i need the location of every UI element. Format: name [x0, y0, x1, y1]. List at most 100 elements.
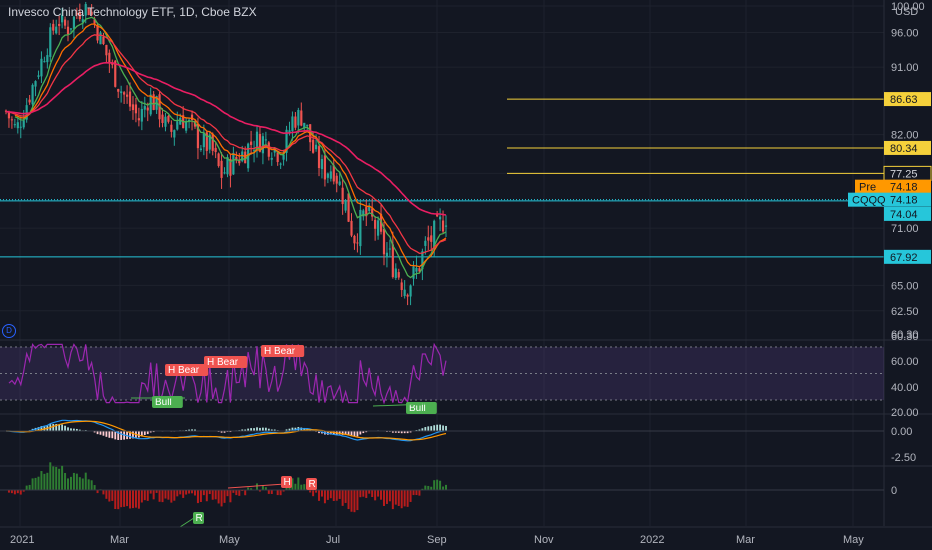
- candle-body: [16, 122, 19, 129]
- momentum-bar: [43, 473, 46, 490]
- momentum-bar: [84, 472, 87, 490]
- candle-body: [28, 99, 31, 103]
- macd-histogram-bar: [256, 427, 258, 431]
- momentum-bar: [146, 490, 149, 501]
- rsi-divergence-tag: [165, 364, 209, 376]
- momentum-bar: [315, 490, 318, 493]
- macd-histogram-bar: [341, 431, 344, 435]
- macd-histogram-bar: [406, 431, 409, 434]
- momentum-bar: [64, 472, 67, 490]
- macd-histogram-bar: [229, 431, 232, 433]
- momentum-divergence-tag: [281, 476, 292, 488]
- indicator-d-icon[interactable]: D: [2, 324, 16, 338]
- candle-body: [323, 155, 327, 180]
- candle-body: [220, 160, 223, 178]
- price-tag-name-bg: [855, 179, 884, 194]
- macd-histogram-bar: [273, 429, 276, 431]
- candle-body: [43, 61, 46, 63]
- candle-body: [134, 104, 138, 114]
- momentum-bar: [374, 490, 377, 501]
- candle-body: [84, 4, 87, 16]
- macd-histogram-bar: [362, 431, 365, 434]
- macd-histogram-bar: [55, 424, 58, 431]
- macd-histogram-bar: [394, 431, 397, 433]
- macd-histogram-bar: [96, 431, 99, 435]
- macd-histogram-bar: [303, 427, 306, 431]
- macd-histogram-bar: [433, 425, 436, 431]
- rsi-divergence-line: [372, 403, 429, 407]
- momentum-bar: [134, 490, 137, 508]
- candle-body: [409, 285, 412, 297]
- candle-body: [303, 122, 306, 129]
- macd-histogram-bar: [188, 429, 190, 431]
- price-axis-bg: [884, 0, 932, 550]
- macd-histogram-bar: [223, 431, 226, 433]
- candle-body: [61, 14, 64, 23]
- macd-histogram-bar: [64, 425, 66, 431]
- candle-body: [326, 173, 329, 178]
- price-tick-label: 96.00: [891, 27, 919, 39]
- momentum-bar: [377, 490, 380, 497]
- macd-signal-line: [6, 420, 447, 441]
- candle-body: [273, 148, 276, 153]
- candle-body: [353, 235, 356, 244]
- momentum-bar: [102, 490, 105, 495]
- time-tick-label: 2021: [10, 534, 34, 546]
- momentum-bar: [173, 490, 176, 501]
- candle-body: [441, 220, 445, 232]
- macd-histogram-bar: [347, 431, 350, 436]
- momentum-bar: [382, 490, 385, 506]
- momentum-bar: [87, 479, 90, 490]
- macd-histogram-bar: [99, 431, 102, 435]
- macd-histogram-bar: [241, 429, 244, 431]
- momentum-divergence-line: [227, 483, 286, 489]
- candle-body: [415, 267, 418, 272]
- candle-body: [205, 132, 208, 151]
- momentum-bar: [424, 485, 427, 490]
- candle-body: [96, 24, 99, 41]
- candle-body: [430, 235, 433, 242]
- momentum-bar: [264, 487, 267, 490]
- momentum-bar: [217, 490, 220, 504]
- momentum-bar: [105, 490, 108, 499]
- candle-body: [170, 124, 173, 132]
- momentum-bar: [442, 486, 445, 490]
- candle-body: [379, 213, 383, 232]
- macd-histogram-bar: [152, 431, 155, 433]
- momentum-bar: [247, 487, 250, 490]
- momentum-bar: [149, 490, 152, 494]
- candle-body: [332, 165, 335, 182]
- candle-body: [279, 163, 282, 165]
- macd-histogram-bar: [403, 431, 406, 434]
- momentum-bar: [439, 480, 442, 490]
- rsi-divergence-tag: [152, 396, 183, 408]
- candle-body: [267, 142, 270, 157]
- momentum-bar: [409, 490, 412, 502]
- macd-histogram-bar: [120, 431, 123, 440]
- candle-body: [424, 240, 427, 246]
- momentum-bar: [380, 490, 383, 500]
- rsi-divergence-label: Bull: [409, 403, 426, 414]
- momentum-bar: [126, 490, 129, 507]
- candle-body: [25, 105, 28, 120]
- momentum-bar: [385, 490, 388, 504]
- momentum-bar: [241, 490, 244, 492]
- macd-histogram-bar: [418, 429, 421, 431]
- macd-histogram-bar: [344, 431, 347, 435]
- momentum-bar: [182, 490, 185, 498]
- candle-body: [297, 109, 300, 126]
- momentum-bar: [256, 483, 259, 490]
- macd-histogram-bar: [250, 428, 253, 431]
- candle-body: [382, 228, 386, 255]
- candle-body: [10, 119, 14, 121]
- candle-body: [244, 151, 247, 164]
- candle-body: [347, 193, 350, 222]
- candle-body: [46, 55, 49, 63]
- momentum-bar: [350, 490, 353, 512]
- candle-body: [229, 158, 232, 176]
- candle-body: [131, 104, 135, 111]
- candle-body: [102, 36, 105, 45]
- macd-histogram-bar: [270, 429, 273, 431]
- candle-body: [255, 131, 259, 148]
